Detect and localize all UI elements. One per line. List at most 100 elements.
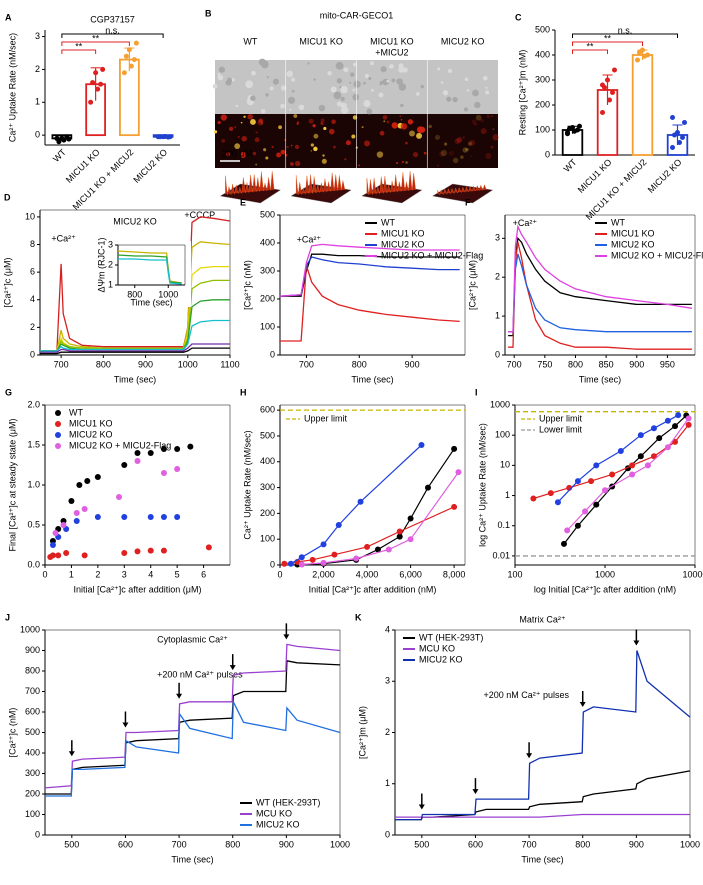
y-tick-label: 100 [535, 124, 550, 134]
y-tick-label: 8 [30, 239, 35, 249]
data-point [66, 136, 72, 142]
cell-signal [333, 145, 336, 149]
significance-label: ** [92, 33, 100, 43]
data-point [160, 134, 166, 140]
cell-signal [470, 155, 473, 158]
legend-label: MICU2 KO [381, 239, 425, 249]
cell-signal [294, 160, 301, 167]
cell-signal [462, 147, 468, 153]
panel-label: F [465, 197, 471, 207]
cell-signal [221, 138, 226, 143]
series-line [40, 343, 230, 353]
y-tick-label: 100 [260, 321, 275, 331]
data-point [609, 471, 616, 478]
legend-swatch [55, 421, 61, 427]
texture [442, 90, 449, 96]
annotation: +Ca²⁺ [51, 233, 76, 243]
data-point [547, 490, 554, 497]
cell-signal [355, 146, 359, 149]
x-tick-label: 800 [96, 359, 111, 369]
texture [287, 96, 296, 104]
y-tick-label: 0.0 [27, 559, 40, 569]
texture [235, 104, 239, 108]
series-line [280, 265, 460, 342]
x-axis-label: Time (sec) [114, 374, 156, 384]
data-point [675, 130, 680, 135]
y-tick-label: 1 [505, 490, 510, 500]
data-point [425, 484, 431, 491]
x-tick-label: 900 [138, 359, 153, 369]
data-point [593, 462, 600, 469]
x-tick-label: 800 [575, 839, 590, 849]
chart-title: CGP37157 [90, 14, 135, 24]
legend-label: MICU2 KO + MICU2-Flag [381, 250, 483, 260]
cell-signal [257, 119, 264, 126]
series-line [508, 253, 692, 333]
data-point [93, 70, 99, 76]
x-tick-label: 500 [64, 839, 79, 849]
x-tick-label: 800 [352, 359, 367, 369]
y-tick-label: 300 [25, 768, 40, 778]
x-axis-label: Time (sec) [171, 854, 213, 864]
y-tick-label: 4 [30, 294, 35, 304]
column-label: MICU1 KO [299, 36, 343, 46]
texture [260, 108, 266, 114]
series-line [44, 643, 341, 789]
cell-signal [313, 133, 319, 139]
y-tick-label: 200 [260, 508, 275, 518]
x-tick-label: 900 [629, 359, 644, 369]
x-tick-label: 1000 [680, 839, 700, 849]
x-tick-label: 950 [660, 359, 675, 369]
series-line [508, 224, 693, 333]
y-tick-label: 0 [495, 349, 500, 359]
data-point [90, 80, 96, 86]
cell-signal [240, 121, 243, 124]
x-axis-label: Time (sec) [521, 854, 563, 864]
cell-signal [492, 134, 499, 141]
texture [400, 103, 404, 108]
cell-signal [252, 151, 257, 156]
y-tick-label: 600 [260, 405, 275, 415]
cell-signal [280, 149, 286, 155]
x-tick-label: 750 [537, 359, 552, 369]
cell-signal [290, 144, 293, 147]
series-line [45, 660, 341, 795]
data-point [357, 498, 364, 505]
texture [446, 96, 452, 102]
texture [250, 95, 256, 101]
x-tick-label: 10000 [682, 569, 703, 579]
panel-label: I [475, 387, 478, 397]
legend-label: MICU2 KO [419, 654, 463, 664]
data-point [577, 123, 582, 129]
data-point [656, 435, 663, 442]
cell-signal [258, 118, 263, 124]
data-point [76, 482, 83, 488]
cell-signal [376, 151, 384, 158]
cell-signal [255, 131, 258, 134]
cell-signal [486, 114, 491, 119]
data-point [670, 145, 675, 150]
cell-signal [351, 134, 356, 139]
y-tick-label: 200 [535, 99, 550, 109]
texture [327, 70, 332, 76]
texture [217, 74, 224, 81]
data-point [593, 501, 600, 508]
cell-signal [492, 128, 495, 131]
y-tick-label: 1000 [20, 624, 40, 634]
y-axis-label: [Ca²⁺]m (μM) [357, 706, 367, 759]
cell-signal [241, 135, 247, 142]
cell-signal [383, 120, 386, 123]
cell-signal [358, 164, 360, 167]
texture [474, 101, 481, 109]
data-point [160, 470, 167, 476]
legend-label: WT (HEK-293T) [256, 797, 320, 807]
x-tick-label: 1 [69, 569, 74, 579]
series-line [40, 216, 231, 352]
significance-label: n.s. [618, 25, 633, 35]
data-point [644, 462, 651, 469]
data-point [309, 556, 316, 563]
legend-swatch [55, 432, 61, 438]
y-axis-label: Resting [Ca²⁺]m (nM) [517, 50, 527, 136]
data-point [610, 90, 615, 95]
series-line [40, 279, 230, 352]
